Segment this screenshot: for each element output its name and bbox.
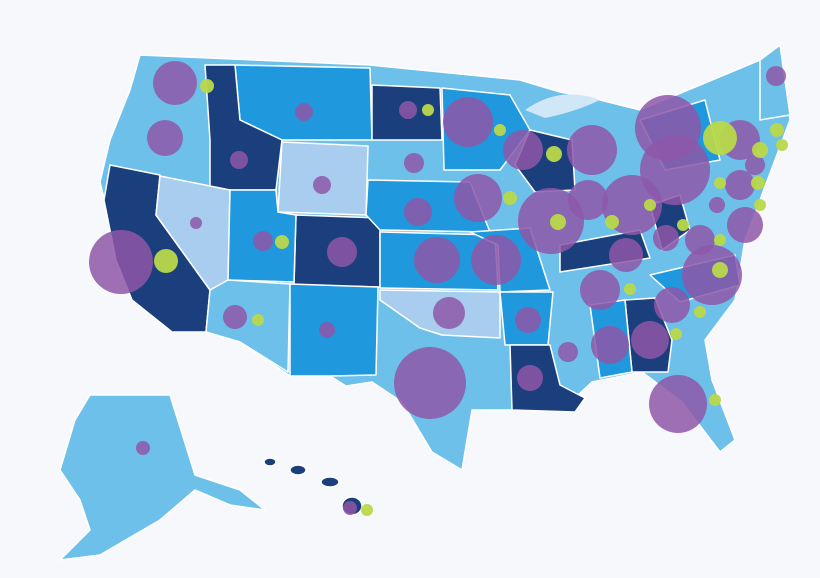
lime-bubble xyxy=(714,177,726,189)
lime-bubble xyxy=(550,214,566,230)
bubbles xyxy=(89,61,788,516)
purple-bubble xyxy=(433,297,465,329)
purple-bubble xyxy=(631,321,669,359)
purple-bubble xyxy=(558,342,578,362)
purple-bubble xyxy=(399,101,417,119)
lime-bubble xyxy=(709,394,721,406)
lime-bubble xyxy=(770,123,784,137)
purple-bubble xyxy=(609,238,643,272)
purple-bubble xyxy=(404,153,424,173)
hawaii-island xyxy=(320,476,340,488)
purple-bubble xyxy=(153,61,197,105)
purple-bubble xyxy=(685,225,715,255)
purple-bubble xyxy=(313,176,331,194)
purple-bubble xyxy=(567,125,617,175)
lime-bubble xyxy=(703,121,737,155)
state-louisiana xyxy=(509,344,586,413)
lime-bubble xyxy=(677,219,689,231)
purple-bubble xyxy=(591,326,629,364)
purple-bubble xyxy=(653,225,679,251)
purple-bubble xyxy=(230,151,248,169)
lime-bubble xyxy=(714,234,726,246)
hawaii-island xyxy=(263,457,277,467)
lime-bubble xyxy=(754,199,766,211)
lime-bubble xyxy=(752,142,768,158)
purple-bubble xyxy=(766,66,786,86)
lime-bubble xyxy=(361,504,373,516)
lime-bubble xyxy=(546,146,562,162)
hawaii-island xyxy=(289,464,307,476)
purple-bubble xyxy=(654,287,690,323)
lime-bubble xyxy=(644,199,656,211)
purple-bubble xyxy=(89,230,153,294)
purple-bubble xyxy=(682,245,742,305)
purple-bubble xyxy=(414,237,460,283)
purple-bubble xyxy=(727,207,763,243)
lime-bubble xyxy=(200,79,214,93)
state-arizona xyxy=(205,279,291,373)
purple-bubble xyxy=(190,217,202,229)
purple-bubble xyxy=(503,130,543,170)
purple-bubble xyxy=(709,197,725,213)
lime-bubble xyxy=(712,262,728,278)
purple-bubble xyxy=(394,347,466,419)
purple-bubble xyxy=(319,322,335,338)
lime-bubble xyxy=(624,283,636,295)
lime-bubble xyxy=(670,328,682,340)
lake-superior xyxy=(525,94,600,118)
purple-bubble xyxy=(327,237,357,267)
lime-bubble xyxy=(494,124,506,136)
lime-bubble xyxy=(154,249,178,273)
purple-bubble xyxy=(454,174,502,222)
state-idaho xyxy=(204,64,283,191)
lime-bubble xyxy=(694,306,706,318)
lime-bubble xyxy=(503,191,517,205)
purple-bubble xyxy=(517,365,543,391)
purple-bubble xyxy=(223,305,247,329)
purple-bubble xyxy=(471,235,521,285)
purple-bubble xyxy=(343,501,357,515)
lime-bubble xyxy=(751,176,765,190)
lime-bubble xyxy=(605,215,619,229)
purple-bubble xyxy=(580,270,620,310)
purple-bubble xyxy=(253,231,273,251)
lime-bubble xyxy=(422,104,434,116)
purple-bubble xyxy=(568,180,608,220)
lime-bubble xyxy=(252,314,264,326)
purple-bubble xyxy=(443,97,493,147)
purple-bubble xyxy=(745,155,765,175)
purple-bubble xyxy=(295,103,313,121)
purple-bubble xyxy=(649,375,707,433)
purple-bubble xyxy=(515,307,541,333)
lime-bubble xyxy=(275,235,289,249)
purple-bubble xyxy=(725,170,755,200)
state-alaska xyxy=(59,394,266,561)
purple-bubble xyxy=(147,120,183,156)
purple-bubble xyxy=(404,198,432,226)
purple-bubble xyxy=(136,441,150,455)
purple-bubble xyxy=(640,135,710,205)
lime-bubble xyxy=(776,139,788,151)
